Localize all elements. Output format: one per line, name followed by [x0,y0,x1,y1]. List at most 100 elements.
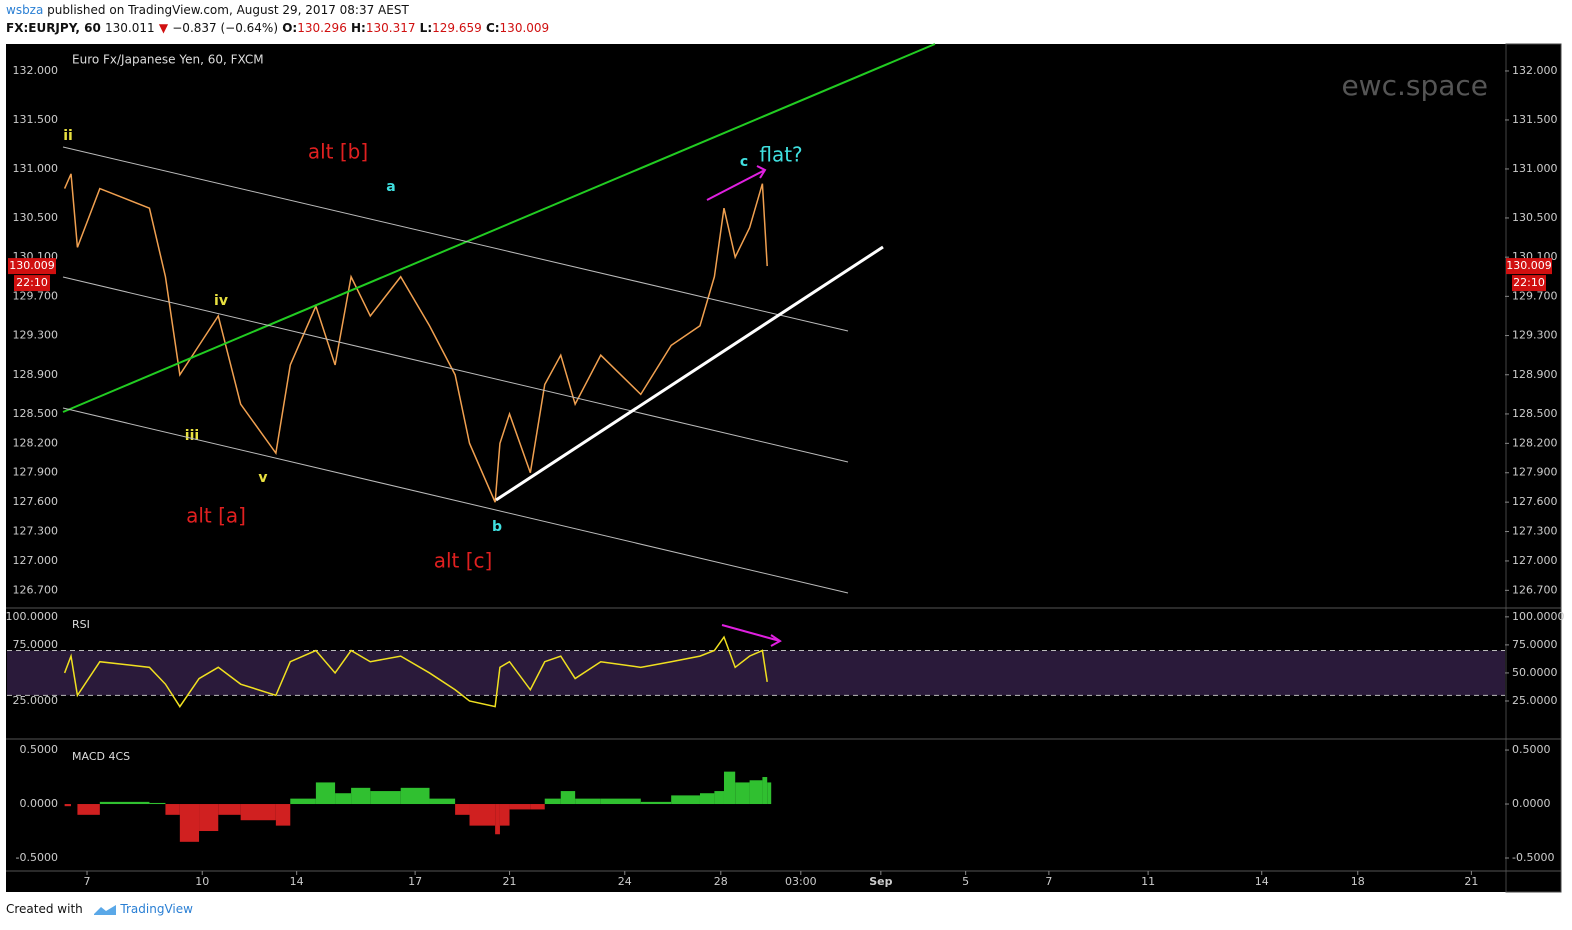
histogram-bar [64,804,72,807]
brand[interactable]: TradingView [120,902,193,916]
histogram-bar [149,802,166,805]
arrow-head [770,634,782,647]
watermark: ewc.space [1341,69,1488,102]
histogram-bar [560,791,576,805]
y-tick-label: 128.900 [1512,368,1558,381]
rsi-band [7,650,1505,696]
histogram-bar [600,798,641,805]
divergence-arrow [706,169,766,201]
y-tick-label: 129.700 [13,289,59,302]
logo [93,904,116,915]
histogram-bar [77,804,100,815]
y-tick-label: 132.000 [13,64,59,77]
histogram-bar [767,782,772,805]
y-tick-label: 75.0000 [13,638,59,651]
histogram-bar [530,804,545,810]
axis-bg [1505,43,1562,893]
x-tick-label: 24 [618,875,632,888]
y-tick-label: 127.600 [13,495,59,508]
channel-line [62,407,849,594]
y-tick-label: 128.900 [13,368,59,381]
y-tick-label: 129.700 [1512,289,1558,302]
histogram-bar [469,804,496,826]
x-tick-label: 7 [1045,875,1052,888]
ohlc-label: C: [485,21,500,35]
wave-label: alt [c] [434,549,493,573]
x-tick-label: 17 [408,875,422,888]
channel-line [62,146,849,332]
ohlc-value: 130.296 [297,21,347,35]
histogram-bar [723,771,736,805]
wave-label: iii [185,428,199,444]
header-line: wsbza published on TradingView.com, Augu… [6,3,409,17]
y-tick-label: 75.0000 [1512,638,1558,651]
x-tick-label: 28 [714,875,728,888]
x-tick-label: 21 [503,875,517,888]
y-tick-label: 131.500 [13,113,59,126]
histogram-bar [544,798,561,805]
y-tick-label: 50.0000 [1512,666,1558,679]
histogram-bar [735,782,750,805]
y-tick-label: -0.5000 [1512,851,1554,864]
histogram-bar [99,801,150,805]
author[interactable]: wsbza [6,3,44,17]
histogram-bar [165,804,180,815]
histogram-bar [400,787,430,805]
x-tick-label: 03:00 [785,875,817,888]
histogram-bar [199,804,219,832]
wave-label: c [740,154,748,170]
x-tick-label: 5 [962,875,969,888]
price-tag [8,258,56,275]
drawings [62,43,936,647]
y-tick-label: 131.000 [13,162,59,175]
x-tick-label: Sep [869,875,892,888]
y-tick-label: 128.500 [1512,407,1558,420]
y-tick-label: 0.0000 [20,797,59,810]
histogram-bar [749,780,763,805]
ohlc-value: 130.317 [365,21,416,35]
pane-title: RSI [72,618,90,631]
histogram-bar [762,777,768,805]
price-tag [1506,258,1552,275]
y-tick-label: 129.300 [1512,329,1558,342]
chart-title: Euro Fx/Japanese Yen, 60, FXCM [72,53,264,67]
histogram-bar [455,804,470,815]
histogram-bar [640,801,672,805]
price-line [63,173,768,503]
countdown-tag [1512,275,1546,292]
x-tick-label: 11 [1141,875,1155,888]
y-tick-label: 130.500 [1512,211,1558,224]
arrow-head [756,165,767,179]
wave-label: b [492,519,502,535]
divergence-arrow [721,624,781,642]
histogram-bar [495,804,500,835]
x-tick-label: 7 [84,875,91,888]
footer: Created with TradingView [6,902,193,916]
footer-text: Created with [6,902,83,916]
y-tick-label: 0.5000 [1512,743,1551,756]
y-tick-label: 127.900 [13,466,59,479]
last: 130.011 [105,21,155,35]
y-tick-label: 0.0000 [1512,797,1551,810]
price-tag-label: 130.009 [9,259,55,272]
countdown-tag [14,275,50,292]
chart-bg [6,44,1561,892]
y-tick-label: 127.300 [1512,525,1558,538]
ohlc-label: O: [282,21,298,35]
y-tick-label: 128.500 [13,407,59,420]
y-tick-label: 127.000 [13,554,59,567]
published: published on TradingView.com, August 29,… [47,3,409,17]
symbol: FX:EURJPY, 60 [6,21,101,35]
support-line [495,245,884,502]
price-line [63,635,768,708]
y-tick-label: 25.0000 [1512,694,1558,707]
y-tick-label: 126.700 [13,583,59,596]
symbol-line: FX:EURJPY, 60 130.011 ▼ −0.837 (−0.64%) … [6,21,549,35]
trendline [62,43,936,413]
histogram-bar [671,795,700,805]
y-tick-label: 128.200 [13,436,59,449]
ohlc-value: 130.009 [499,21,550,35]
change: −0.837 (−0.64%) [172,21,279,35]
y-tick-label: 126.700 [1512,583,1558,596]
channel-line [62,276,849,463]
